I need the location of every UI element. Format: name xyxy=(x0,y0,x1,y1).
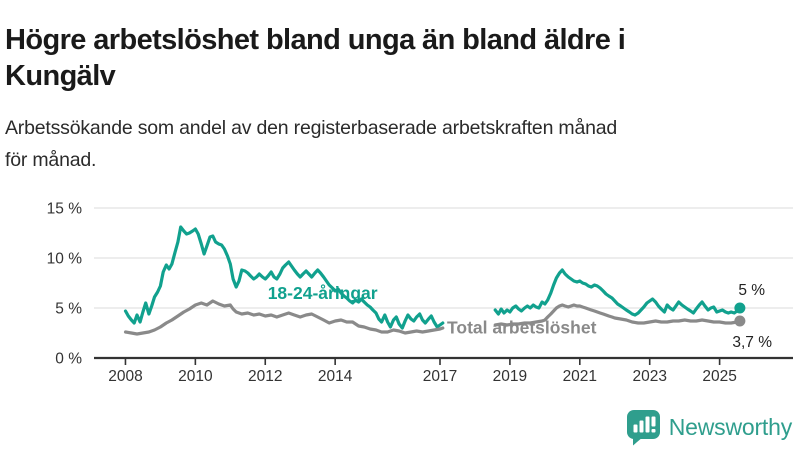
series-line xyxy=(123,225,445,330)
x-tick-label: 2023 xyxy=(632,368,666,385)
page-title: Högre arbetslöshet bland unga än bland ä… xyxy=(5,23,785,94)
series-line xyxy=(123,299,445,336)
x-tick-label: 2019 xyxy=(493,368,527,385)
chart-annotation: 3,7 % xyxy=(732,334,772,351)
title-line-1: Högre arbetslöshet bland unga än bland ä… xyxy=(5,24,626,57)
x-tick-label: 2021 xyxy=(563,368,597,385)
bar-chart-speech-bubble-icon xyxy=(626,410,660,446)
chart-annotation: Total arbetslöshet xyxy=(447,318,597,338)
line-chart: 0 % 5 % 10 % 15 % 2008 2010 2012 2014 2017 2019 20… xyxy=(0,195,800,410)
title-line-2: Kungälv xyxy=(5,59,116,92)
series-end-dot xyxy=(734,302,746,314)
x-tick-label: 2017 xyxy=(423,368,457,385)
logo-text: Newsworthy xyxy=(668,413,792,440)
series-end-dot xyxy=(734,315,746,327)
x-tick-label: 2014 xyxy=(318,368,353,385)
y-tick-label: 5 % xyxy=(55,301,82,318)
y-tick-label: 15 % xyxy=(47,201,83,218)
y-tick-label: 0 % xyxy=(55,351,82,368)
chart-subtitle: Arbetssökande som andel av den registerb… xyxy=(5,113,785,176)
series-line xyxy=(493,268,742,317)
chart-annotation: 18-24-åringar xyxy=(268,283,378,303)
chart-svg: 0 % 5 % 10 % 15 % 2008 2010 2012 2014 2017 2019 20… xyxy=(47,201,793,385)
series-line xyxy=(493,303,742,327)
x-tick-label: 2008 xyxy=(108,368,142,385)
subtitle-line-2: för månad. xyxy=(5,148,97,171)
subtitle-line-1: Arbetssökande som andel av den registerb… xyxy=(5,117,618,139)
y-tick-label: 10 % xyxy=(47,251,83,268)
newsworthy-logo: Newsworthy xyxy=(625,408,792,446)
chart-annotation: 5 % xyxy=(738,282,765,299)
x-tick-label: 2010 xyxy=(178,368,213,385)
x-tick-label: 2012 xyxy=(248,368,282,385)
x-tick-label: 2025 xyxy=(702,368,736,385)
